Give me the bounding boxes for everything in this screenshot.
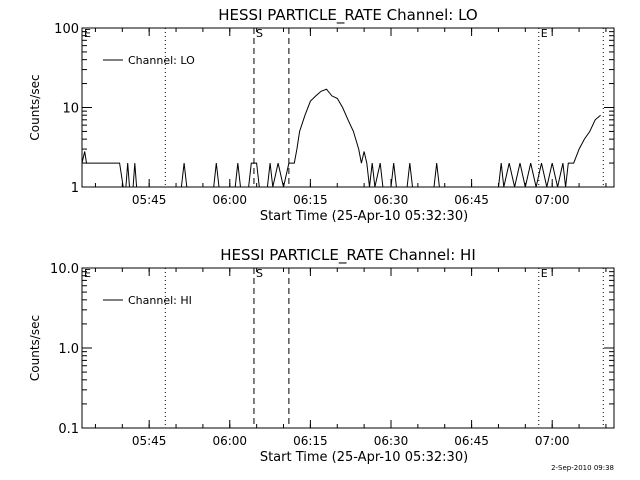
x-tick-label: 06:00	[212, 193, 247, 207]
y-axis-label: Counts/sec	[28, 74, 42, 140]
time-marker-label: E	[84, 267, 91, 280]
y-tick-label: 100	[54, 22, 79, 37]
x-tick-label: 05:45	[132, 434, 167, 448]
x-tick-label: 06:15	[293, 193, 328, 207]
x-tick-label: 05:45	[132, 193, 167, 207]
chart-panel-2: HESSI PARTICLE_RATE Channel: HI 05:45 06:0…	[28, 246, 615, 465]
x-axis-label: Start Time (25-Apr-10 05:32:30)	[260, 209, 468, 224]
chart-title: HESSI PARTICLE_RATE Channel: HI	[220, 246, 476, 265]
legend-label: Channel: LO	[128, 54, 195, 67]
y-tick-label: 0.1	[58, 422, 79, 437]
timestamp-footer: 2-Sep-2010 09:38	[551, 464, 614, 472]
y-tick-label: 1	[71, 181, 79, 196]
time-marker-label: E	[541, 267, 548, 280]
y-axis-label: Counts/sec	[28, 315, 42, 381]
time-marker-label: S	[256, 27, 263, 40]
x-tick-label: 07:00	[535, 434, 570, 448]
legend: Channel: HI	[103, 294, 192, 307]
series-line	[81, 88, 601, 188]
plot-frame	[81, 267, 615, 429]
time-marker-label: E	[84, 27, 91, 40]
x-tick-label: 06:15	[293, 434, 328, 448]
time-marker-label: E	[541, 27, 548, 40]
x-tick-label: 06:30	[374, 434, 409, 448]
y-tick-label: 1.0	[58, 342, 79, 357]
legend: Channel: LO	[103, 54, 195, 67]
plot-frame	[81, 27, 615, 188]
x-axis-label: Start Time (25-Apr-10 05:32:30)	[260, 450, 468, 465]
time-marker-label: S	[256, 267, 263, 280]
x-tick-label: 06:30	[374, 193, 409, 207]
x-tick-label: 07:00	[535, 193, 570, 207]
x-tick-label: 06:00	[212, 434, 247, 448]
y-tick-label: 10.0	[50, 262, 79, 277]
chart-title: HESSI PARTICLE_RATE Channel: LO	[218, 6, 477, 25]
y-tick-label: 10	[62, 102, 79, 117]
chart-panel-1: HESSI PARTICLE_RATE Channel: LO 05:45 06:0…	[28, 6, 615, 224]
x-tick-label: 06:45	[454, 434, 489, 448]
legend-label: Channel: HI	[128, 294, 192, 307]
x-tick-label: 06:45	[454, 193, 489, 207]
